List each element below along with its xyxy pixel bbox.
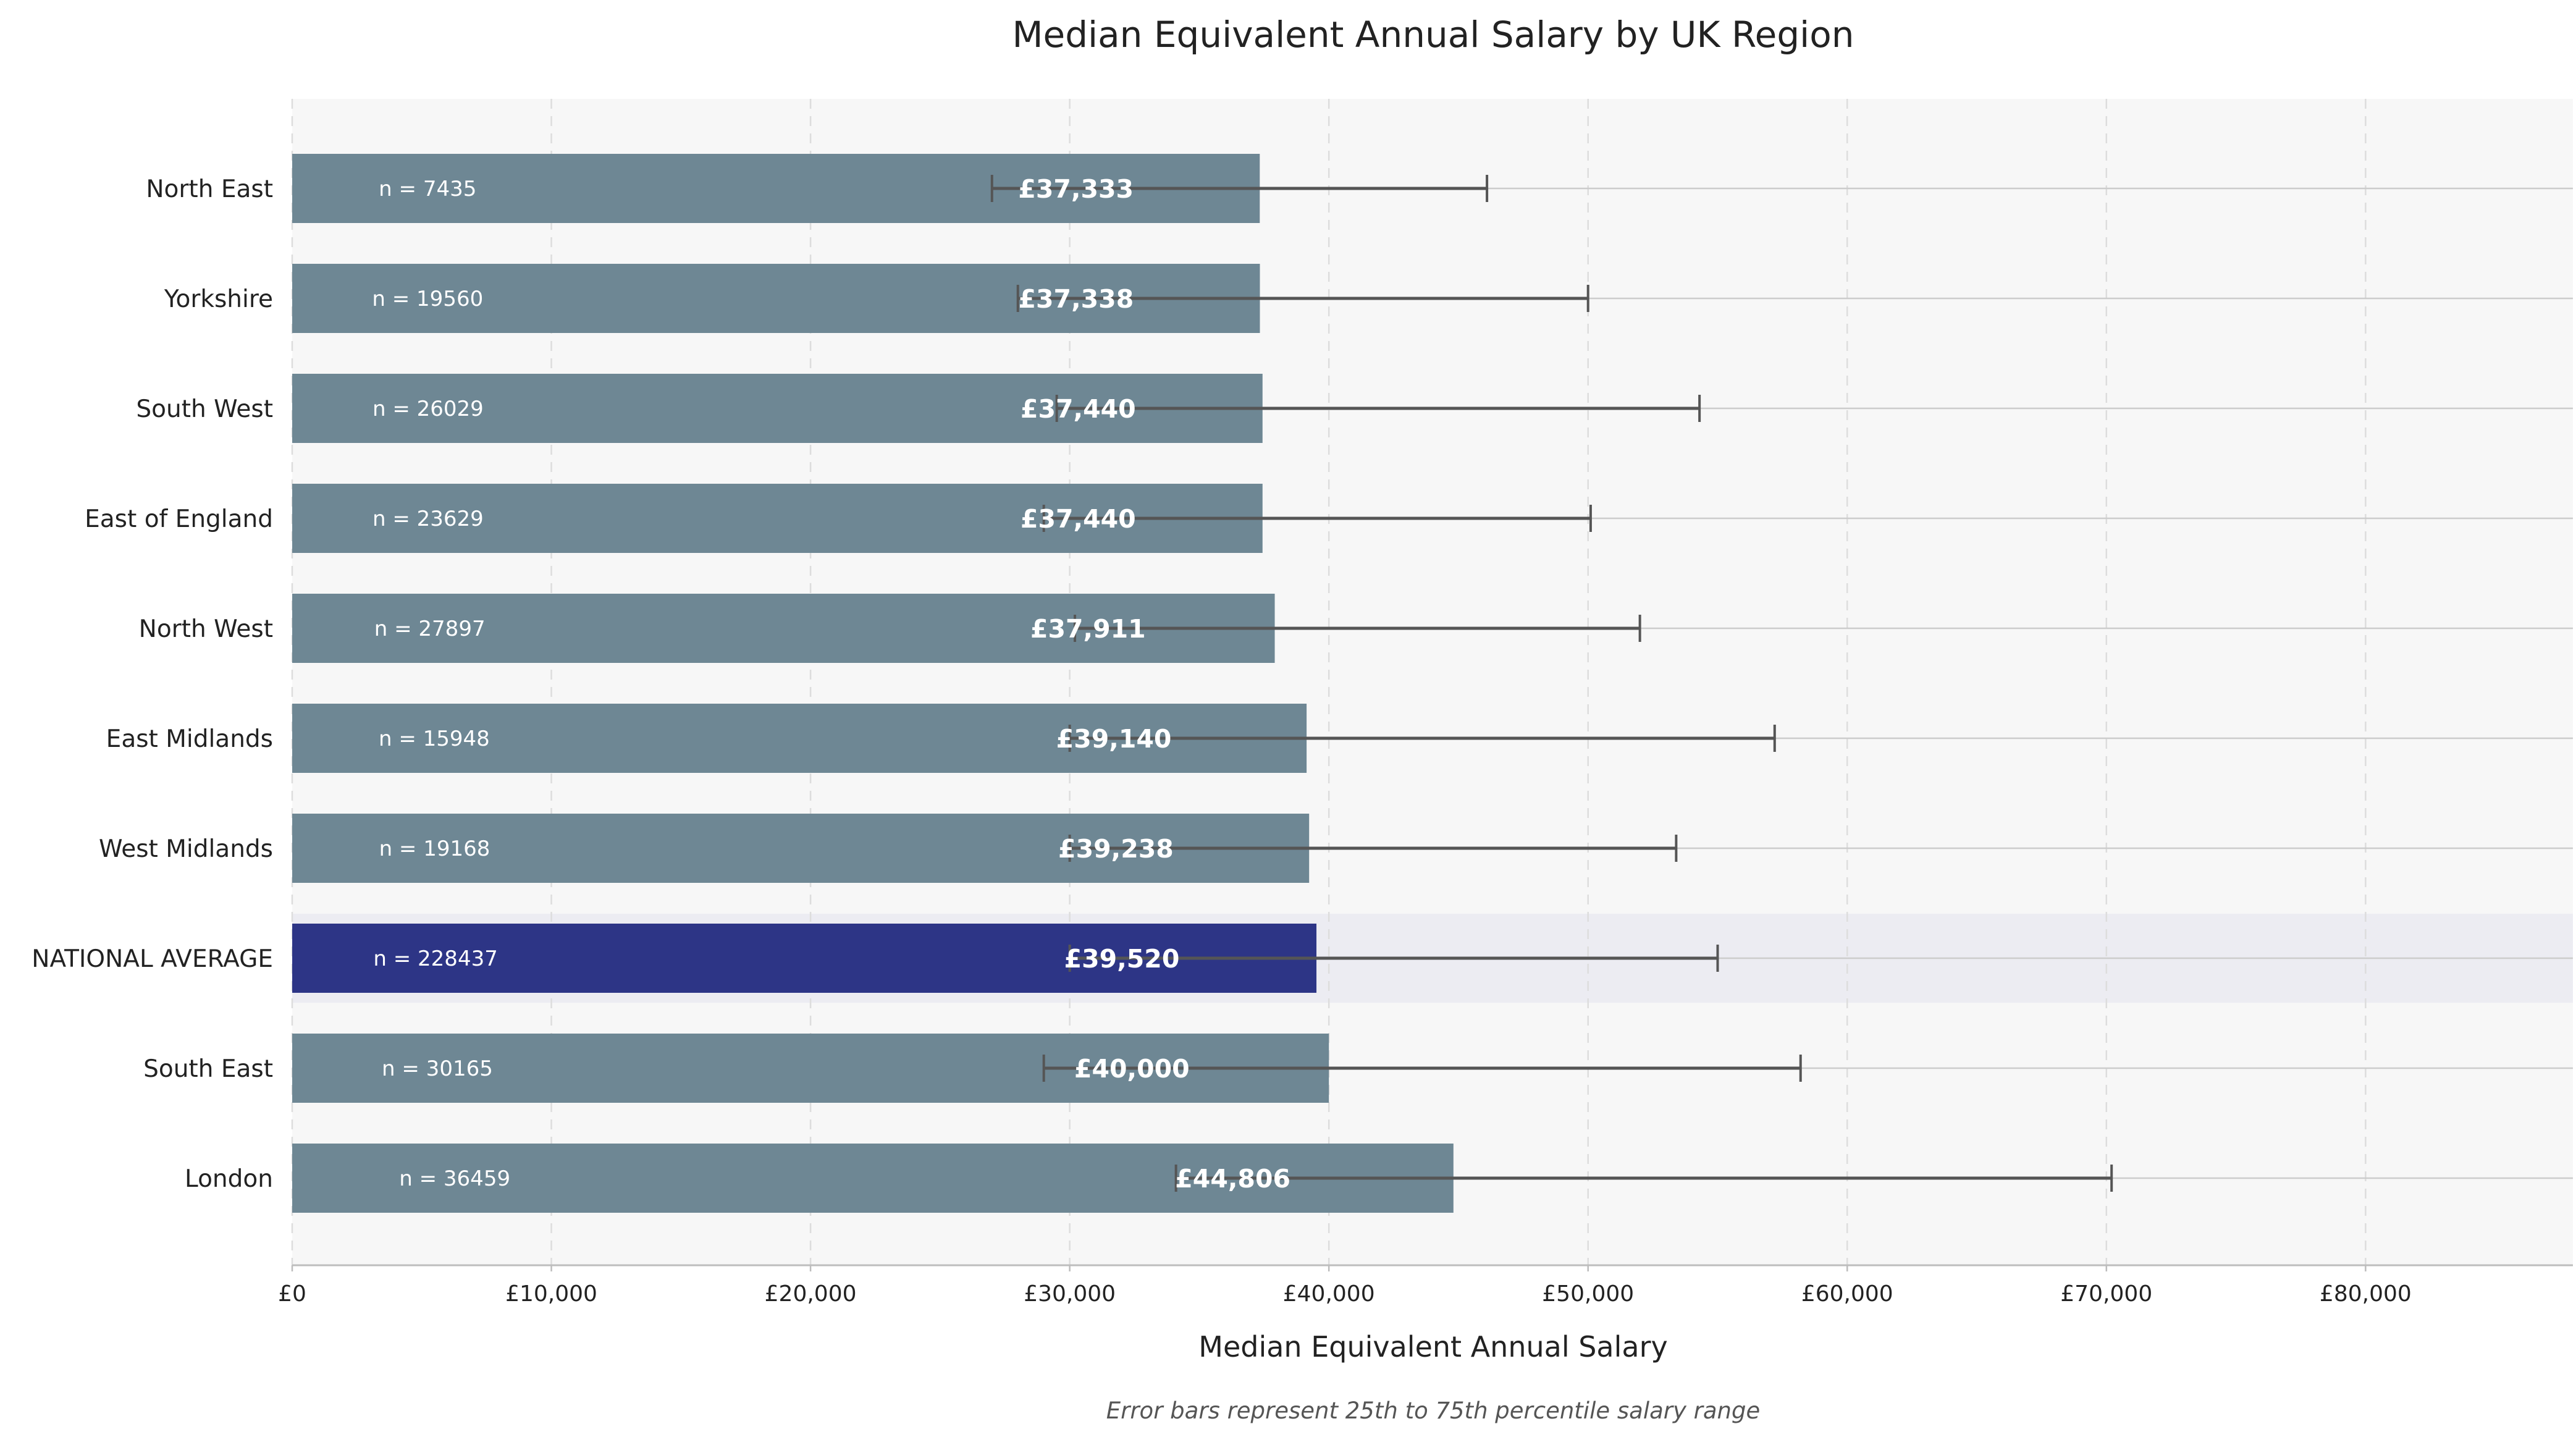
error-bar	[1068, 725, 1776, 752]
y-tick-label: South East	[143, 1055, 273, 1083]
value-label: £37,333	[1018, 174, 1134, 204]
sample-size-label: n = 15948	[379, 727, 490, 751]
value-label: £39,520	[1064, 944, 1180, 974]
value-label: £37,440	[1021, 504, 1136, 534]
y-tick-label: North West	[139, 615, 273, 643]
value-label: £37,911	[1030, 614, 1146, 644]
chart-title: Median Equivalent Annual Salary by UK Re…	[1012, 14, 1854, 56]
x-tick-label: £60,000	[1801, 1281, 1893, 1307]
sample-size-label: n = 228437	[373, 946, 497, 971]
error-bar	[1174, 1165, 2113, 1192]
y-tick-label: West Midlands	[99, 835, 273, 863]
error-bar	[1042, 505, 1592, 532]
y-tick-label: East Midlands	[106, 725, 273, 753]
sample-size-label: n = 27897	[374, 617, 486, 641]
error-bar	[1016, 285, 1589, 312]
x-tick-label: £0	[278, 1281, 306, 1307]
sample-size-label: n = 26029	[373, 397, 484, 421]
sample-size-label: n = 19560	[372, 287, 483, 311]
error-bar	[1055, 395, 1701, 422]
value-label: £39,140	[1056, 724, 1172, 754]
value-label: £40,000	[1074, 1054, 1190, 1084]
sample-size-label: n = 19168	[379, 836, 490, 861]
value-label: £37,338	[1018, 284, 1134, 314]
y-tick-label: Yorkshire	[164, 285, 273, 313]
error-bar	[1074, 615, 1641, 642]
error-bar	[1068, 945, 1719, 972]
x-tick-label: £40,000	[1283, 1281, 1375, 1307]
sample-size-label: n = 23629	[373, 507, 484, 531]
error-bar	[990, 175, 1489, 202]
sample-size-label: n = 30165	[382, 1056, 493, 1081]
chart-caption: Error bars represent 25th to 75th percen…	[1106, 1397, 1761, 1424]
sample-size-label: n = 7435	[379, 177, 476, 201]
error-bar	[1042, 1055, 1802, 1082]
sample-size-label: n = 36459	[399, 1166, 510, 1191]
x-tick-label: £30,000	[1024, 1281, 1116, 1307]
x-tick-label: £20,000	[765, 1281, 857, 1307]
x-tick-label: £50,000	[1542, 1281, 1634, 1307]
y-tick-label: London	[185, 1165, 273, 1193]
value-label: £44,806	[1175, 1164, 1290, 1194]
x-tick-label: £70,000	[2060, 1281, 2152, 1307]
y-tick-label: North East	[146, 175, 273, 203]
x-axis-label: Median Equivalent Annual Salary	[1198, 1330, 1667, 1363]
x-tick-label: £10,000	[505, 1281, 597, 1307]
error-bar	[1068, 835, 1678, 862]
value-label: £39,238	[1058, 834, 1174, 864]
y-tick-label: South West	[136, 395, 273, 423]
y-tick-label: NATIONAL AVERAGE	[32, 945, 273, 973]
value-label: £37,440	[1021, 394, 1136, 424]
y-tick-label: East of England	[85, 505, 273, 533]
x-tick-label: £80,000	[2320, 1281, 2412, 1307]
